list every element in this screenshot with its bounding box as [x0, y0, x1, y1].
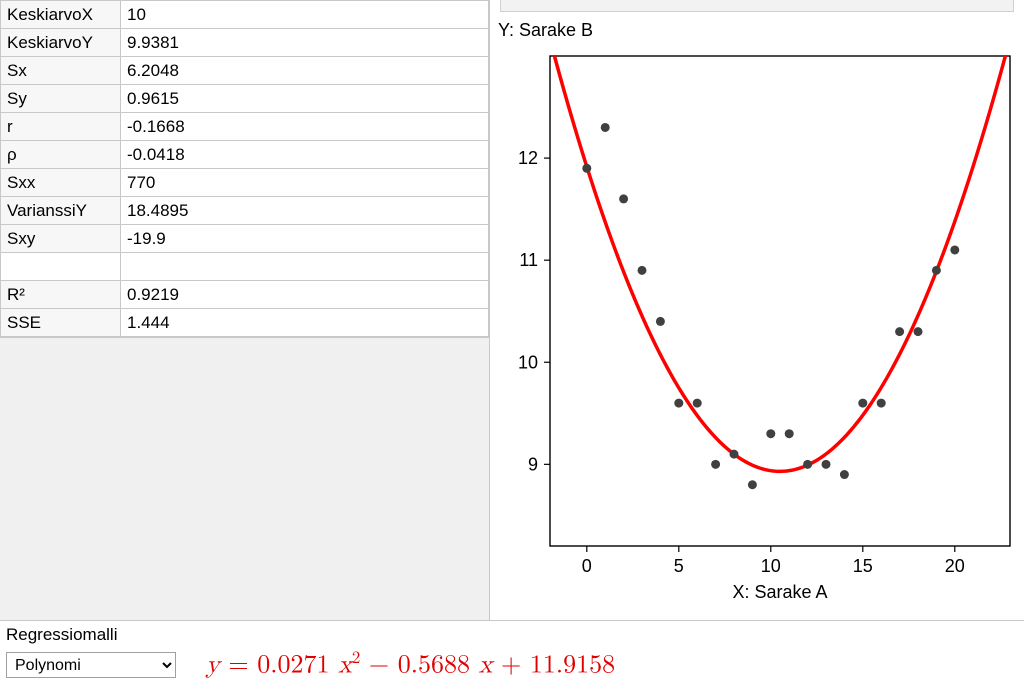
- stats-panel: KeskiarvoX10KeskiarvoY9.9381Sx6.2048Sy0.…: [0, 0, 490, 620]
- stat-value: 1.444: [121, 309, 489, 337]
- table-row: KeskiarvoY9.9381: [1, 29, 489, 57]
- svg-text:10: 10: [518, 352, 538, 372]
- table-row: Sy0.9615: [1, 85, 489, 113]
- stat-label: KeskiarvoX: [1, 1, 121, 29]
- stat-value: 0.9219: [121, 281, 489, 309]
- stat-label: R²: [1, 281, 121, 309]
- data-point: [619, 194, 628, 203]
- regression-model-label: Regressiomalli: [0, 621, 1024, 647]
- stat-label: ρ: [1, 141, 121, 169]
- stat-value: 0.9615: [121, 85, 489, 113]
- data-point: [858, 399, 867, 408]
- stat-label: Sxy: [1, 225, 121, 253]
- data-point: [877, 399, 886, 408]
- regression-panel: Regressiomalli Polynomi y = 0.0271 x2 − …: [0, 620, 1024, 689]
- svg-text:10: 10: [761, 556, 781, 576]
- data-point: [895, 327, 904, 336]
- stat-value: [121, 253, 489, 281]
- table-row: R²0.9219: [1, 281, 489, 309]
- table-row: SSE1.444: [1, 309, 489, 337]
- data-point: [766, 429, 775, 438]
- table-row: ρ-0.0418: [1, 141, 489, 169]
- table-row: VarianssiY18.4895: [1, 197, 489, 225]
- data-point: [840, 470, 849, 479]
- stat-value: 10: [121, 1, 489, 29]
- table-row: KeskiarvoX10: [1, 1, 489, 29]
- table-row: r-0.1668: [1, 113, 489, 141]
- stat-label: SSE: [1, 309, 121, 337]
- data-point: [674, 399, 683, 408]
- y-axis-label: Y: Sarake B: [498, 20, 593, 40]
- stat-value: -0.0418: [121, 141, 489, 169]
- data-point: [932, 266, 941, 275]
- data-point: [803, 460, 812, 469]
- data-point: [638, 266, 647, 275]
- stat-value: 9.9381: [121, 29, 489, 57]
- table-row: [1, 253, 489, 281]
- stat-label: KeskiarvoY: [1, 29, 121, 57]
- table-row: Sx6.2048: [1, 57, 489, 85]
- data-point: [914, 327, 923, 336]
- svg-text:20: 20: [945, 556, 965, 576]
- stat-value: -0.1668: [121, 113, 489, 141]
- svg-text:9: 9: [528, 454, 538, 474]
- svg-text:5: 5: [674, 556, 684, 576]
- svg-text:11: 11: [519, 250, 538, 270]
- scatter-chart: Y: Sarake B 0 5 10 15 20 9 10 11 12 X: Sarake A: [490, 12, 1024, 620]
- data-point: [822, 460, 831, 469]
- stat-value: 6.2048: [121, 57, 489, 85]
- regression-equation: y = 0.0271 x2 − 0.5688 x + 11.9158: [206, 649, 615, 682]
- data-point: [730, 450, 739, 459]
- table-row: Sxx770: [1, 169, 489, 197]
- data-point: [582, 164, 591, 173]
- svg-text:15: 15: [853, 556, 873, 576]
- stat-label: Sy: [1, 85, 121, 113]
- stat-value: 770: [121, 169, 489, 197]
- regression-model-select[interactable]: Polynomi: [6, 652, 176, 678]
- x-axis-label: X: Sarake A: [732, 582, 827, 602]
- stat-label: Sxx: [1, 169, 121, 197]
- chart-toolbar: [500, 0, 1014, 12]
- stat-value: 18.4895: [121, 197, 489, 225]
- svg-text:12: 12: [518, 148, 538, 168]
- data-point: [711, 460, 720, 469]
- chart-panel: Y: Sarake B 0 5 10 15 20 9 10 11 12 X: Sarake A: [490, 0, 1024, 620]
- data-point: [785, 429, 794, 438]
- stat-label: Sx: [1, 57, 121, 85]
- stat-label: [1, 253, 121, 281]
- stat-label: r: [1, 113, 121, 141]
- svg-text:0: 0: [582, 556, 592, 576]
- stats-filler: [0, 337, 489, 620]
- stat-label: VarianssiY: [1, 197, 121, 225]
- stats-table: KeskiarvoX10KeskiarvoY9.9381Sx6.2048Sy0.…: [0, 0, 489, 337]
- data-point: [748, 480, 757, 489]
- regression-curve: [550, 39, 1010, 472]
- data-point: [693, 399, 702, 408]
- table-row: Sxy-19.9: [1, 225, 489, 253]
- data-point: [656, 317, 665, 326]
- stat-value: -19.9: [121, 225, 489, 253]
- data-point: [950, 245, 959, 254]
- data-point: [601, 123, 610, 132]
